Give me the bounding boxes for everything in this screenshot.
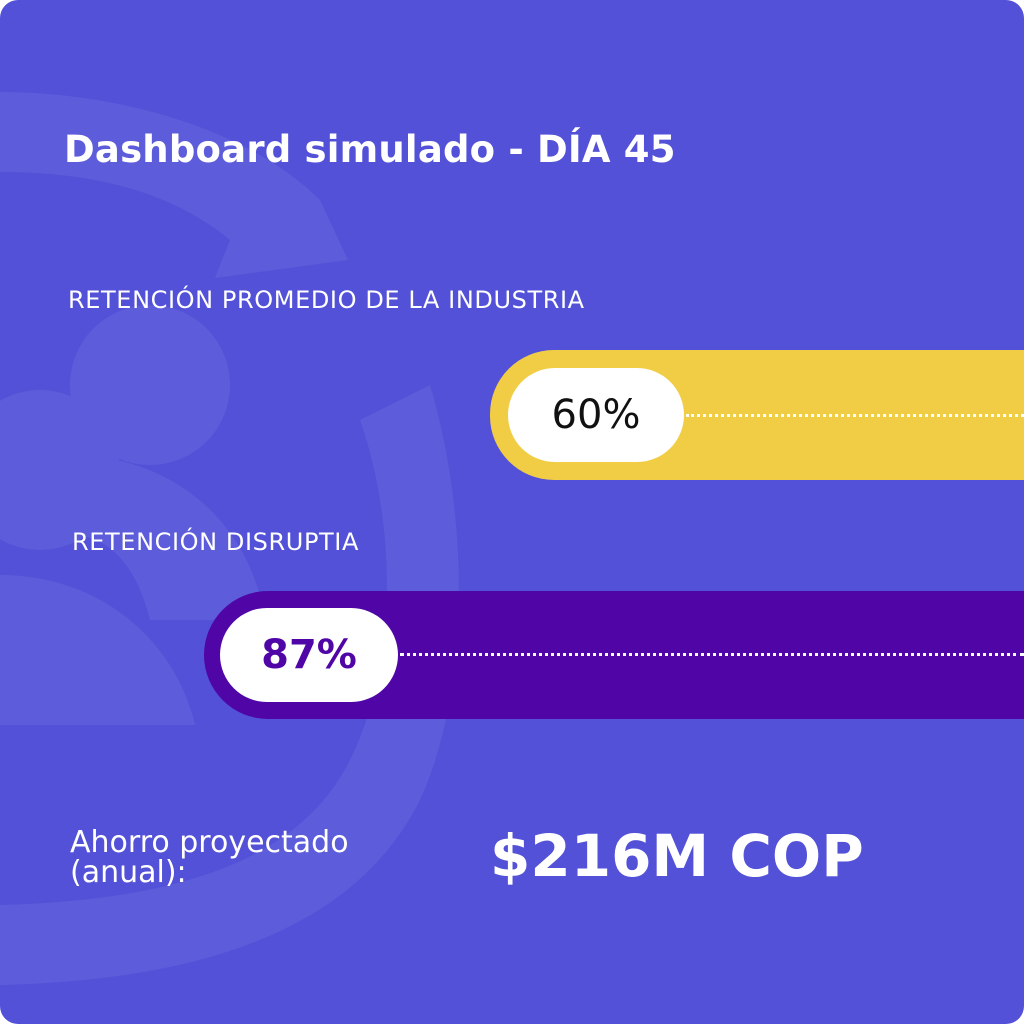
projected-savings-label: Ahorro proyectado (anual): [70, 825, 349, 890]
industry-retention-value: 60% [508, 368, 684, 462]
industry-retention-bar: 60% [490, 350, 1024, 480]
disruptia-retention-bar: 87% [204, 591, 1024, 719]
projected-savings-value: $216M COP [490, 822, 864, 890]
page-title: Dashboard simulado - DÍA 45 [64, 128, 676, 171]
dotted-line [400, 653, 1024, 656]
disruptia-retention-label: RETENCIÓN DISRUPTIA [72, 528, 359, 556]
industry-retention-label: RETENCIÓN PROMEDIO DE LA INDUSTRIA [68, 286, 585, 314]
disruptia-retention-value: 87% [220, 608, 398, 702]
dotted-line [686, 414, 1024, 417]
